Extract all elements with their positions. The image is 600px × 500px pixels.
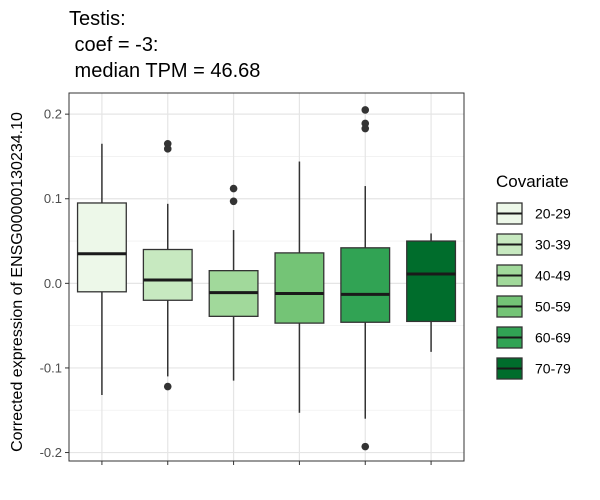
box-50-59 — [274, 161, 325, 413]
box-iqr — [274, 252, 325, 324]
legend-label: 40-49 — [535, 268, 571, 284]
legend-label: 70-79 — [535, 361, 571, 377]
box-iqr — [142, 248, 193, 301]
y-axis-label: Corrected expression of ENSG00000130234.… — [9, 112, 26, 452]
outlier-point — [361, 106, 370, 114]
box-70-79 — [406, 233, 457, 352]
legend-label: 50-59 — [535, 299, 571, 315]
legend-item-20-29: 20-29 — [496, 202, 571, 225]
x-axis — [101, 461, 432, 465]
y-tick-label: 0.2 — [44, 107, 62, 122]
box-iqr — [76, 202, 127, 293]
outlier-point — [361, 124, 370, 133]
title-line: coef = -3: — [69, 34, 159, 56]
y-tick-label: 0.0 — [44, 276, 62, 291]
legend-label: 20-29 — [535, 206, 571, 222]
legend-title: Covariate — [496, 172, 569, 191]
legend: Covariate 20-29 30-39 40-49 50-59 60-69 70-79 — [496, 172, 571, 380]
box-iqr — [406, 240, 457, 323]
box-40-49 — [208, 184, 259, 381]
y-tick-label: 0.1 — [44, 191, 62, 206]
legend-item-40-49: 40-49 — [496, 264, 571, 287]
outlier-point — [361, 442, 370, 451]
box-20-29 — [76, 143, 127, 396]
box-iqr — [340, 247, 391, 323]
box-60-69 — [340, 106, 391, 451]
title-line: Testis: — [69, 8, 126, 30]
outlier-point — [229, 197, 238, 206]
plot-panel-border — [68, 92, 465, 462]
plot-panel — [69, 93, 464, 461]
title-line: median TPM = 46.68 — [69, 60, 260, 82]
box-series — [76, 106, 457, 451]
outlier-point — [163, 145, 172, 153]
outlier-point — [163, 382, 172, 391]
outlier-point — [229, 184, 238, 193]
chart-title: Testis: coef = -3: median TPM = 46.68 — [69, 8, 260, 82]
legend-item-50-59: 50-59 — [496, 295, 571, 318]
y-tick-label: -0.2 — [40, 445, 62, 460]
legend-item-70-79: 70-79 — [496, 357, 571, 380]
legend-label: 60-69 — [535, 330, 571, 346]
legend-item-60-69: 60-69 — [496, 326, 571, 349]
legend-item-30-39: 30-39 — [496, 233, 571, 256]
legend-label: 30-39 — [535, 237, 571, 253]
y-axis: -0.2 -0.1 0.0 0.1 0.2 — [40, 107, 69, 460]
y-tick-label: -0.1 — [40, 360, 62, 375]
box-30-39 — [142, 139, 193, 391]
